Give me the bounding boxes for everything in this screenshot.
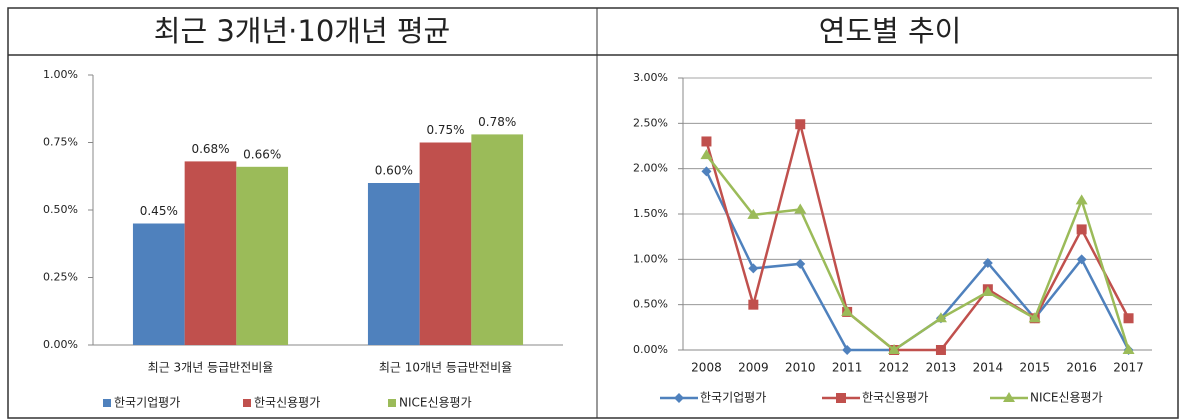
x-tick-label: 2009 xyxy=(738,361,769,375)
frame xyxy=(7,7,1179,419)
data-label: 0.45% xyxy=(140,204,178,218)
marker xyxy=(1075,194,1088,205)
legend-label: NICE신용평가 xyxy=(1030,391,1103,405)
data-label: 0.66% xyxy=(243,147,281,161)
y-tick-label: 0.25% xyxy=(43,271,78,284)
legend-swatch xyxy=(243,399,251,407)
bar xyxy=(419,142,472,345)
y-tick-label: 0.50% xyxy=(43,203,78,216)
legend-label: 한국신용평가 xyxy=(254,396,320,410)
marker xyxy=(1122,344,1135,354)
bar xyxy=(367,183,420,345)
x-tick-label: 2014 xyxy=(973,361,1004,375)
bar xyxy=(184,161,237,345)
data-label: 0.75% xyxy=(426,123,464,137)
x-tick-label: 2008 xyxy=(691,361,722,375)
marker xyxy=(1076,254,1087,265)
marker xyxy=(982,257,993,268)
x-tick-label: 2016 xyxy=(1066,361,1097,375)
marker xyxy=(842,345,853,355)
marker xyxy=(981,285,994,296)
x-tick-label: 2010 xyxy=(785,361,816,375)
data-label: 0.60% xyxy=(375,164,413,178)
x-tick-label: 2013 xyxy=(926,361,957,375)
legend-label: NICE신용평가 xyxy=(399,396,472,410)
legend-label: 한국기업평가 xyxy=(700,391,766,405)
y-tick-label: 3.00% xyxy=(633,71,668,84)
legend-swatch xyxy=(103,399,111,407)
x-tick-label: 2011 xyxy=(832,361,863,375)
x-tick-label: 2015 xyxy=(1019,361,1050,375)
y-tick-label: 1.00% xyxy=(633,252,668,265)
marker xyxy=(836,393,846,403)
x-tick-label: 2017 xyxy=(1113,361,1144,375)
x-tick-label: 최근 3개년 등급반전비율 xyxy=(148,361,274,375)
line xyxy=(705,123,1130,352)
marker xyxy=(748,299,759,310)
marker xyxy=(701,166,712,177)
marker xyxy=(701,136,712,147)
marker xyxy=(700,149,713,160)
marker xyxy=(1003,392,1015,402)
marker xyxy=(1123,313,1134,324)
y-tick-label: 0.00% xyxy=(43,338,78,351)
data-label: 0.78% xyxy=(478,115,516,129)
marker xyxy=(934,312,947,323)
x-tick-label: 2012 xyxy=(879,361,910,375)
y-tick-label: 0.50% xyxy=(633,298,668,311)
bar xyxy=(132,223,185,345)
bar xyxy=(236,166,289,345)
legend-label: 한국기업평가 xyxy=(114,396,180,410)
marker xyxy=(748,263,759,274)
y-tick-label: 2.50% xyxy=(633,116,668,129)
data-label: 0.68% xyxy=(191,142,229,156)
marker xyxy=(795,258,806,269)
marker xyxy=(794,203,807,214)
marker xyxy=(747,208,760,219)
y-tick-label: 1.00% xyxy=(43,68,78,81)
y-tick-label: 2.00% xyxy=(633,162,668,175)
marker xyxy=(1028,312,1041,323)
x-tick-label: 최근 10개년 등급반전비율 xyxy=(379,361,512,375)
legend-swatch xyxy=(388,399,396,407)
y-tick-label: 1.50% xyxy=(633,207,668,220)
marker xyxy=(795,119,806,130)
marker xyxy=(1076,224,1087,235)
marker xyxy=(935,345,946,355)
legend-label: 한국신용평가 xyxy=(862,391,928,405)
marker xyxy=(674,393,684,403)
header: 연도별 추이 xyxy=(819,14,962,48)
line xyxy=(705,154,1130,352)
bar xyxy=(471,134,524,345)
marker xyxy=(888,344,901,354)
y-tick-label: 0.75% xyxy=(43,136,78,149)
marker xyxy=(841,305,854,316)
header: 최근 3개년·10개년 평균 xyxy=(154,14,450,48)
y-tick-label: 0.00% xyxy=(633,343,668,356)
